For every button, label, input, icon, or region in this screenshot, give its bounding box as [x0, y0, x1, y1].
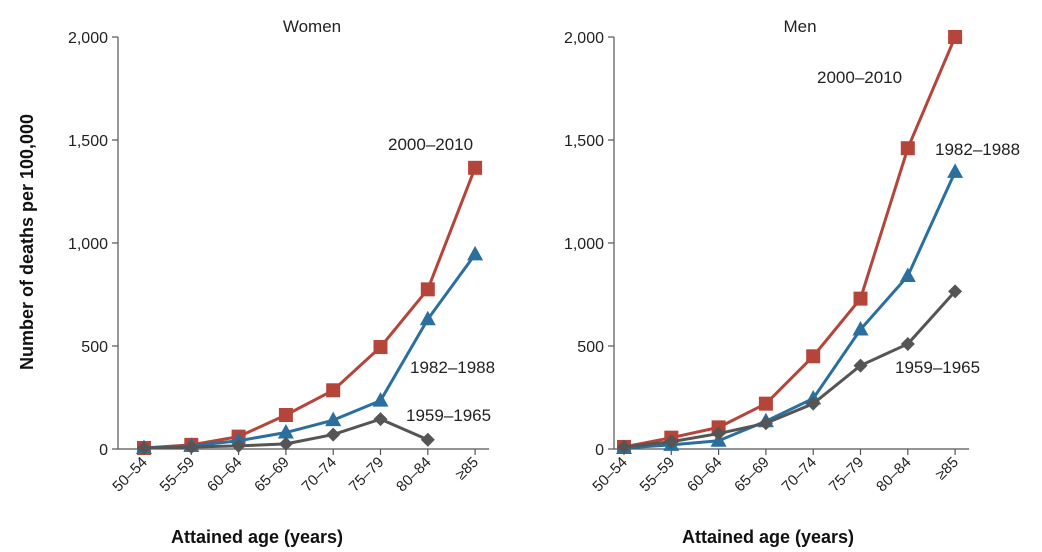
y-axis-title: Number of deaths per 100,000 [17, 114, 37, 370]
men-x-tick-label: 75–79 [826, 454, 868, 496]
women-series-1959-1965-point [137, 440, 151, 455]
women-series-1982-1988-point [467, 245, 484, 261]
men-series-1959-1965-point [900, 336, 915, 351]
men-y-tick-label: 2,000 [564, 30, 604, 47]
women-series-1982-1988-label: 1982–1988 [410, 358, 495, 377]
women-series-1959-1965-point [373, 412, 388, 427]
men-series-1982-1988-label: 1982–1988 [935, 140, 1020, 159]
women-x-tick-label: 50–54 [109, 454, 151, 496]
men-panel: Men 0 500 1,000 1,500 2,000 50–54 55–59 60–64 65… [564, 17, 1020, 495]
men-panel-title: Men [783, 17, 816, 36]
women-series-2000-2010-line [143, 167, 477, 450]
men-x-tick-label: 60–64 [684, 454, 726, 496]
men-series-1982-1988-point [899, 267, 916, 282]
men-series-1982-1988-line [623, 171, 957, 450]
women-y-tick-label: 1,000 [68, 236, 108, 253]
women-y-tick-label: 0 [99, 442, 108, 459]
men-series-1982-1988-point [947, 163, 964, 178]
men-series-2000-2010-point [900, 141, 915, 156]
men-series-1959-1965-point [758, 416, 773, 431]
women-series-2000-2010-point [278, 408, 293, 423]
women-series-1959-1965-label: 1959–1965 [406, 406, 491, 425]
women-series-1959-1965-point [231, 438, 246, 453]
men-y-tick-label: 1,000 [564, 236, 604, 253]
men-series-1959-1965-point [948, 284, 963, 299]
women-x-tick-label: 65–69 [251, 454, 293, 496]
women-x-tick-label: ≥85 [452, 454, 482, 484]
women-series-1982-1988-point [277, 424, 294, 439]
men-x-axis-title: Attained age (years) [682, 527, 854, 547]
women-series-1982-1988-point [372, 392, 389, 407]
men-x-tick-label: 65–69 [731, 454, 773, 496]
men-x-tick-label: 80–84 [873, 454, 915, 496]
women-y-tick-label: 2,000 [68, 30, 108, 47]
men-series-2000-2010-point [948, 30, 963, 44]
men-x-tick-label: 70–74 [779, 454, 821, 496]
women-series-1982-1988-point [325, 411, 342, 427]
men-series-1959-1965-line [623, 290, 957, 449]
men-x-tick-label: 50–54 [589, 454, 631, 496]
women-series-2000-2010-point [468, 160, 483, 175]
women-panel: Women 0 500 1,000 1,500 2,000 50–54 55–59 60–64… [68, 17, 495, 495]
men-y-tick-label: 1,500 [564, 133, 604, 150]
men-series-1959-1965-point [853, 358, 868, 373]
men-series-1959-1965-point [617, 439, 631, 454]
men-series-2000-2010-line [623, 36, 957, 449]
women-panel-title: Women [283, 17, 341, 36]
women-x-tick-label: 55–59 [157, 454, 199, 496]
men-series-1959-1965-point [664, 434, 679, 449]
women-series-2000-2010-point [420, 282, 435, 297]
women-series-1959-1965-point [326, 427, 341, 442]
men-series-1959-1965-point [806, 396, 821, 411]
women-series-2000-2010-point [326, 383, 341, 398]
men-series-1982-1988-point [852, 321, 869, 336]
men-series-2000-2010-point [806, 349, 821, 364]
women-x-axis-title: Attained age (years) [171, 527, 343, 547]
women-x-tick-label: 75–79 [346, 454, 388, 496]
women-series-1982-1988-point [419, 310, 436, 326]
women-y-tick-label: 500 [81, 339, 108, 356]
men-y-tick-label: 0 [595, 442, 604, 459]
women-x-tick-label: 70–74 [299, 454, 341, 496]
men-series-1959-1965-label: 1959–1965 [895, 358, 980, 377]
men-series-2000-2010-point [853, 291, 868, 306]
women-y-tick-label: 1,500 [68, 133, 108, 150]
men-series-2000-2010-point [758, 396, 773, 411]
women-series-1959-1965-point [184, 439, 199, 454]
women-series-2000-2010-point [373, 340, 388, 355]
women-series-1959-1965-point [278, 436, 293, 451]
men-y-tick-label: 500 [577, 339, 604, 356]
men-x-tick-label: ≥85 [932, 454, 962, 484]
women-series-2000-2010-label: 2000–2010 [388, 135, 473, 154]
women-x-tick-label: 80–84 [393, 454, 435, 496]
men-x-tick-label: 55–59 [637, 454, 679, 496]
men-series-1959-1965-point [711, 426, 726, 441]
women-series-1959-1965-point [420, 432, 435, 447]
men-series-2000-2010-label: 2000–2010 [817, 68, 902, 87]
women-x-tick-label: 60–64 [204, 454, 246, 496]
women-series-1982-1988-line [143, 253, 477, 450]
